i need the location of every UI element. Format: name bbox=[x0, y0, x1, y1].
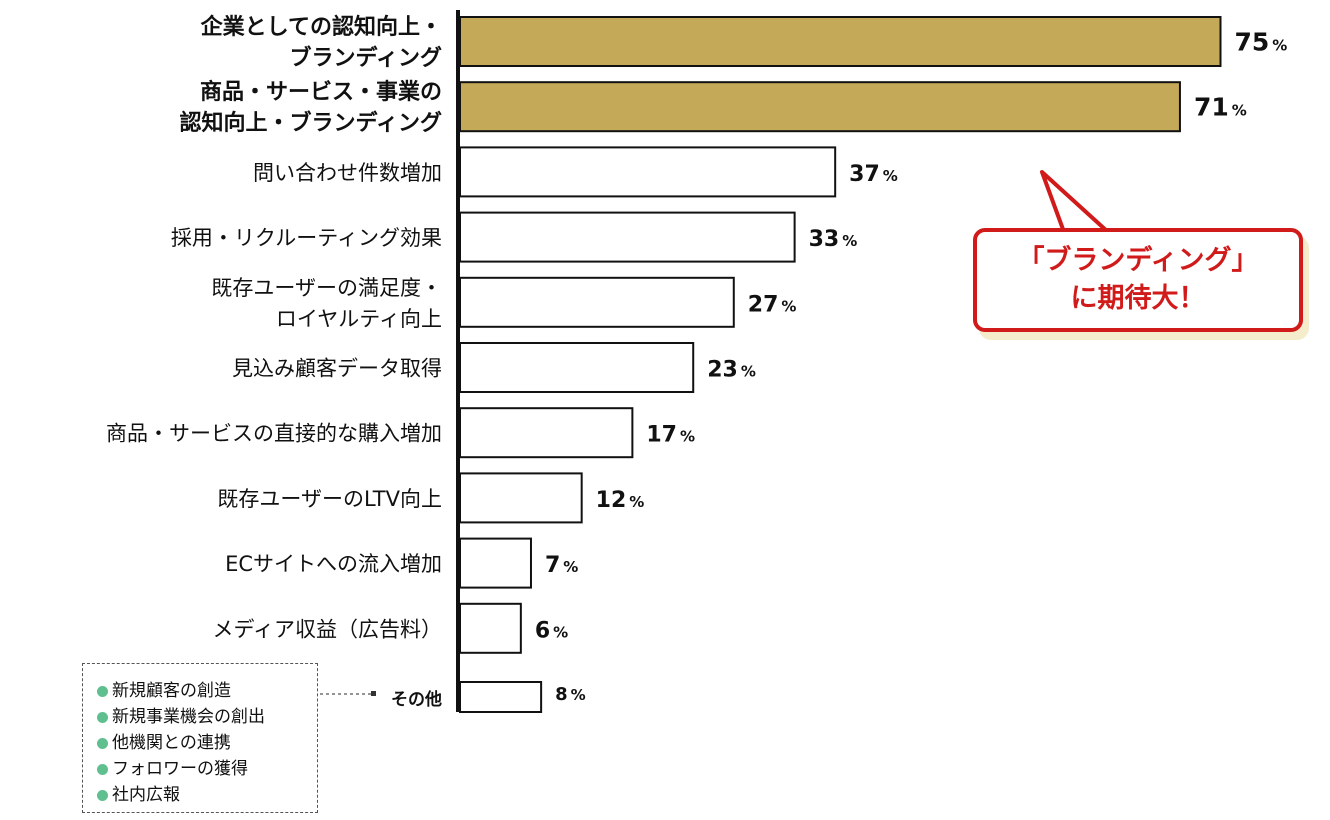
others-connector-end bbox=[371, 691, 376, 696]
value-label-7: 17% bbox=[646, 423, 695, 448]
value-label-3: 37% bbox=[849, 162, 898, 187]
callout-line-1: 「ブランディング」 bbox=[1017, 245, 1259, 276]
bar-4 bbox=[459, 211, 796, 263]
bar-7 bbox=[459, 407, 634, 459]
value-label-5: 27% bbox=[748, 292, 797, 317]
bar-3 bbox=[459, 146, 837, 198]
bullet-dot-icon bbox=[97, 685, 108, 697]
category-label-9: ECサイトへの流入増加 bbox=[225, 552, 442, 576]
bar-6 bbox=[459, 342, 695, 393]
bar-10 bbox=[459, 602, 522, 654]
bullet-dot-icon bbox=[97, 711, 108, 723]
others-item-5: 社内広報 bbox=[97, 782, 317, 808]
category-label-5: 既存ユーザーの満足度・ロイヤルティ向上 bbox=[211, 276, 442, 331]
category-label-11: その他 bbox=[391, 689, 442, 710]
category-label-4: 採用・リクルーティング効果 bbox=[171, 226, 442, 250]
value-label-8: 12% bbox=[596, 488, 645, 513]
category-label-7: 商品・サービスの直接的な購入増加 bbox=[106, 422, 442, 446]
value-label-4: 33% bbox=[809, 227, 858, 252]
bar-11 bbox=[459, 681, 543, 713]
category-label-1: 企業としての認知向上・ブランディング bbox=[200, 14, 442, 71]
others-item-label: 新規顧客の創造 bbox=[112, 681, 231, 701]
bar-1 bbox=[459, 16, 1222, 67]
value-label-2: 71% bbox=[1194, 93, 1247, 122]
value-label-11: 8% bbox=[555, 684, 586, 705]
others-item-2: 新規事業機会の創出 bbox=[97, 704, 317, 730]
bar-8 bbox=[459, 472, 583, 524]
bar-2 bbox=[459, 81, 1181, 133]
category-label-6: 見込み顧客データ取得 bbox=[232, 357, 442, 381]
callout-line-2: に期待大！ bbox=[1070, 283, 1206, 314]
bullet-dot-icon bbox=[97, 789, 108, 801]
others-breakdown-box: 新規顧客の創造新規事業機会の創出 他機関との連携 フォロワーの獲得 社内広報 bbox=[82, 663, 318, 813]
value-label-9: 7% bbox=[545, 553, 578, 578]
bar-5 bbox=[459, 276, 735, 328]
others-item-1: 新規顧客の創造 bbox=[97, 678, 317, 704]
others-item-3: 他機関との連携 bbox=[97, 730, 317, 756]
others-item-label: 社内広報 bbox=[112, 785, 180, 805]
others-item-label: 他機関との連携 bbox=[112, 733, 231, 753]
category-label-8: 既存ユーザーのLTV向上 bbox=[217, 487, 442, 511]
callout-box: 「ブランディング」 に期待大！ bbox=[973, 228, 1303, 332]
bullet-dot-icon bbox=[97, 737, 108, 749]
category-label-10: メディア収益（広告料） bbox=[212, 617, 442, 641]
value-label-10: 6% bbox=[535, 618, 568, 643]
bar-9 bbox=[459, 537, 532, 589]
category-label-2: 商品・サービス・事業の認知向上・ブランディング bbox=[180, 79, 442, 136]
category-label-3: 問い合わせ件数増加 bbox=[253, 161, 442, 185]
others-item-label: フォロワーの獲得 bbox=[112, 759, 248, 779]
value-label-6: 23% bbox=[707, 358, 756, 383]
bullet-dot-icon bbox=[97, 763, 108, 775]
others-item-label: 新規事業機会の創出 bbox=[112, 707, 265, 727]
value-label-1: 75% bbox=[1235, 28, 1288, 57]
others-item-4: フォロワーの獲得 bbox=[97, 756, 317, 782]
